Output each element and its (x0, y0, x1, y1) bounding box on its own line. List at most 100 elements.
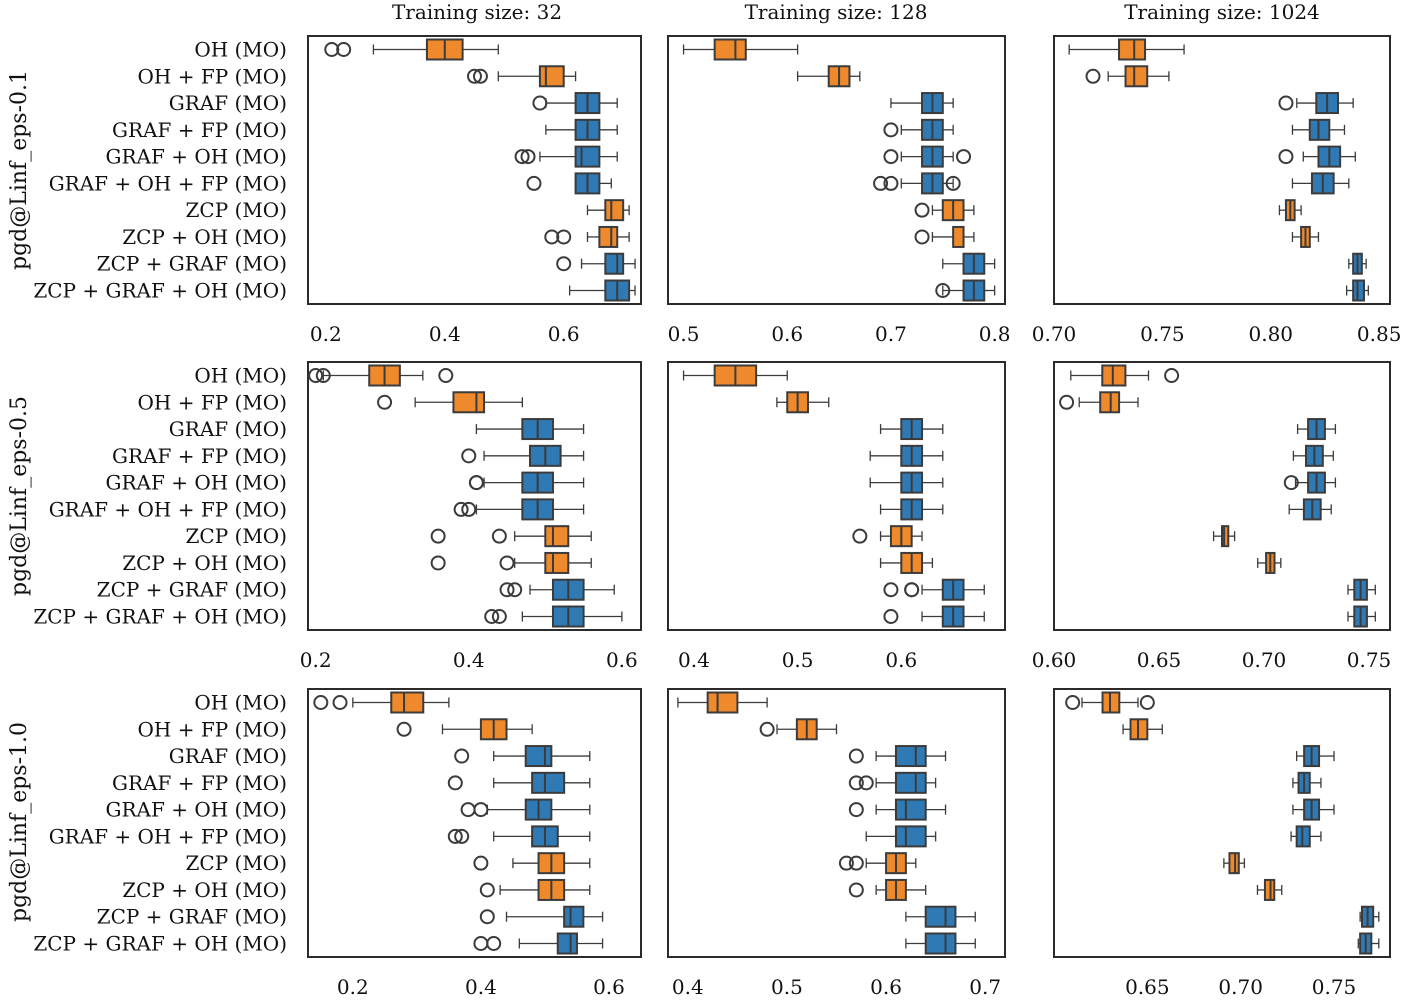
outlier-point (848, 802, 864, 818)
box-0 (324, 38, 499, 61)
category-label: GRAF + FP (MO) (112, 444, 287, 468)
x-tick-label: 0.4 (429, 322, 461, 346)
outlier-point (848, 748, 864, 764)
category-label: OH + FP (MO) (138, 64, 287, 88)
category-label: ZCP (MO) (186, 524, 288, 548)
category-label: ZCP + GRAF (MO) (97, 905, 287, 929)
panel-frame (1053, 361, 1391, 631)
box-2 (848, 745, 947, 768)
outlier-point (514, 149, 530, 165)
box-0 (313, 691, 450, 714)
panel-frame (1053, 35, 1391, 305)
box-5 (1291, 172, 1350, 195)
outlier-point (430, 555, 446, 571)
category-label: ZCP + GRAF + OH (MO) (33, 605, 287, 629)
outlier-point (956, 149, 972, 165)
outlier-point (838, 855, 854, 871)
outlier-point (759, 721, 775, 737)
outlier-point (1164, 368, 1180, 383)
category-label: GRAF + OH (MO) (105, 471, 287, 495)
box-2 (1278, 92, 1354, 115)
outlier-point (479, 909, 495, 925)
box-3 (883, 118, 954, 141)
box-6 (838, 852, 917, 875)
box-3 (1292, 771, 1322, 794)
box-iqr (924, 932, 957, 955)
outlier-point (1059, 394, 1075, 410)
outlier-point (914, 202, 930, 218)
box-8 (556, 252, 636, 275)
panel-r2-c2: 0.65 0.70 0.75 (1053, 688, 1391, 999)
outlier-point (873, 175, 889, 191)
x-tick-label: 0.7 (875, 322, 907, 346)
box-1 (377, 391, 523, 414)
x-tick-label: 0.75 (1140, 322, 1185, 346)
box-1 (1085, 65, 1170, 88)
x-tick-label: 0.70 (1218, 975, 1263, 999)
x-tick-label: 0.85 (1357, 322, 1402, 346)
x-tick-label: 0.2 (337, 975, 369, 999)
box-2 (1296, 418, 1337, 441)
outlier-point (935, 283, 951, 298)
box-9 (935, 279, 996, 302)
category-label: ZCP + OH (MO) (122, 878, 287, 902)
box-0 (682, 38, 799, 61)
x-tick-label: 0.6 (593, 975, 625, 999)
box-4 (1283, 471, 1337, 494)
box-6 (430, 525, 592, 548)
panel-frame (667, 361, 1006, 631)
box-5 (447, 825, 591, 848)
box-9 (1345, 279, 1369, 302)
box-8 (479, 905, 604, 928)
category-label: OH (MO) (194, 38, 287, 62)
box-0 (1065, 691, 1155, 714)
box-4 (468, 471, 585, 494)
column-title-1024: Training size: 1024 (1124, 0, 1320, 24)
box-4 (514, 145, 618, 168)
box-5 (1290, 825, 1322, 848)
box-6 (1212, 525, 1236, 548)
x-tick-label: 0.5 (782, 648, 814, 672)
box-7 (1256, 878, 1283, 901)
outlier-point (532, 95, 548, 111)
box-3 (461, 444, 585, 467)
box-6 (1278, 199, 1302, 222)
category-label: GRAF (MO) (169, 744, 287, 768)
box-iqr (894, 745, 927, 768)
box-4 (1278, 145, 1356, 168)
panel-frame (307, 35, 642, 305)
box-5 (1288, 498, 1332, 521)
box-6 (914, 199, 975, 222)
box-5 (879, 498, 944, 521)
category-label: OH (MO) (194, 364, 287, 388)
category-label: OH + FP (MO) (138, 390, 287, 414)
box-8 (1347, 578, 1376, 601)
box-iqr (563, 905, 585, 928)
panel-frame (307, 361, 642, 631)
box-9 (905, 932, 976, 955)
x-tick-label: 0.4 (678, 648, 710, 672)
category-label: GRAF + OH (MO) (105, 145, 287, 169)
panels-layer: OH (MO)OH + FP (MO)GRAF (MO)GRAF + FP (M… (33, 35, 1402, 999)
x-tick-label: 0.6 (771, 322, 803, 346)
outlier-point (491, 528, 507, 544)
box-iqr (574, 145, 601, 168)
x-tick-label: 0.4 (672, 975, 704, 999)
category-label: ZCP + GRAF (MO) (97, 578, 287, 602)
category-label: GRAF (MO) (169, 417, 287, 441)
box-8 (499, 578, 615, 601)
outlier-point (396, 721, 412, 737)
outlier-point (336, 42, 352, 57)
panel-r2-c0: OH (MO)OH + FP (MO) GRAF (MO) GRAF + FP (M… (33, 688, 642, 999)
outlier-point (315, 368, 331, 383)
box-9 (883, 605, 985, 628)
outlier-point (472, 68, 488, 84)
box-1 (467, 65, 577, 88)
panel-r1-c0: OH (MO)OH + FP (MO) GRAF (MO) GRAF + FP (M… (33, 361, 642, 672)
box-5 (526, 172, 612, 195)
box-3 (545, 118, 618, 141)
outlier-point (430, 528, 446, 544)
outlier-point (544, 229, 560, 245)
outlier-point (447, 828, 463, 844)
box-iqr (894, 771, 927, 794)
